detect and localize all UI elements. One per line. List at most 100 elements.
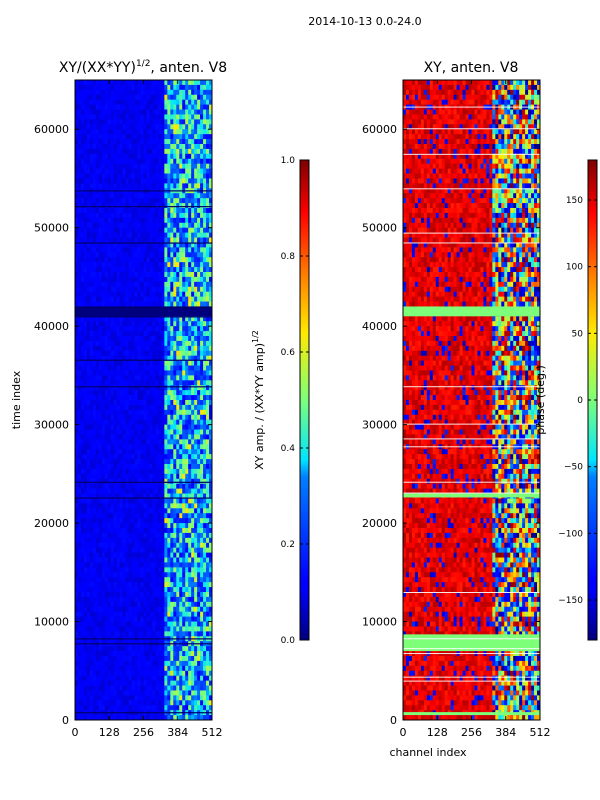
amplitude-cell (155, 247, 159, 253)
amplitude-cell (116, 444, 121, 450)
amplitude-cell (143, 577, 147, 583)
amplitude-cell (173, 596, 177, 603)
amplitude-cell (77, 144, 82, 150)
amplitude-cell (170, 370, 174, 376)
amplitude-cell (188, 562, 192, 568)
amplitude-cell (131, 404, 135, 411)
amplitude-cell (128, 562, 132, 568)
amplitude-cell (128, 203, 132, 209)
amplitude-cell (83, 257, 88, 263)
amplitude-cell (83, 208, 88, 214)
amplitude-cell (101, 444, 106, 450)
amplitude-cell (209, 464, 213, 470)
amplitude-cell (200, 267, 204, 273)
amplitude-cell (179, 532, 183, 539)
amplitude-cell (176, 340, 180, 347)
amplitude-cell (149, 449, 153, 455)
amplitude-cell (86, 316, 91, 322)
amplitude-cell (161, 144, 165, 150)
amplitude-cell (176, 222, 180, 229)
amplitude-cell (152, 173, 156, 179)
amplitude-cell (140, 400, 144, 406)
amplitude-cell (89, 340, 94, 347)
amplitude-cell (161, 380, 165, 386)
amplitude-cell (143, 183, 147, 189)
amplitude-cell (188, 503, 192, 509)
amplitude-cell (179, 429, 183, 435)
amplitude-cell (161, 198, 165, 204)
amplitude-cell (188, 119, 192, 125)
amplitude-cell (107, 183, 112, 189)
amplitude-cell (164, 562, 168, 568)
amplitude-cell (75, 183, 79, 189)
amplitude-cell (161, 542, 165, 549)
amplitude-cell (158, 577, 162, 583)
amplitude-cell (167, 139, 171, 145)
amplitude-cell (119, 360, 124, 366)
amplitude-cell (131, 326, 135, 332)
amplitude-cell (185, 232, 189, 238)
amplitude-cell (125, 168, 130, 174)
amplitude-cell (75, 532, 79, 539)
amplitude-cell (194, 542, 198, 549)
amplitude-cell (203, 183, 207, 189)
amplitude-cell (152, 148, 156, 155)
amplitude-cell (89, 537, 94, 544)
amplitude-cell (125, 483, 130, 490)
amplitude-cell (113, 414, 118, 421)
amplitude-cell (119, 232, 124, 238)
amplitude-cell (182, 345, 186, 352)
amplitude-cell (164, 222, 168, 229)
amplitude-cell (95, 454, 100, 460)
amplitude-cell (182, 567, 186, 573)
amplitude-cell (176, 198, 180, 204)
amplitude-cell (173, 572, 177, 578)
amplitude-cell (98, 139, 103, 145)
amplitude-cell (203, 424, 207, 430)
amplitude-cell (194, 468, 198, 475)
amplitude-cell (101, 562, 106, 568)
amplitude-cell (116, 252, 121, 258)
amplitude-cell (170, 203, 174, 209)
amplitude-cell (116, 498, 121, 504)
amplitude-cell (89, 217, 94, 224)
amplitude-cell (194, 419, 198, 426)
amplitude-cell (179, 562, 183, 568)
amplitude-cell (119, 390, 124, 396)
amplitude-cell (119, 503, 124, 509)
amplitude-cell (92, 340, 97, 347)
amplitude-cell (92, 139, 97, 145)
amplitude-cell (200, 601, 204, 608)
amplitude-cell (197, 439, 201, 445)
amplitude-cell (191, 272, 195, 278)
amplitude-cell (191, 139, 195, 145)
amplitude-cell (158, 380, 162, 386)
amplitude-cell (86, 173, 91, 179)
amplitude-cell (134, 454, 138, 460)
amplitude-cell (203, 459, 207, 465)
amplitude-cell (122, 296, 127, 302)
amplitude-cell (149, 488, 153, 494)
amplitude-cell (125, 89, 130, 96)
amplitude-cell (131, 592, 135, 598)
amplitude-cell (77, 464, 82, 470)
amplitude-cell (209, 562, 213, 568)
amplitude-cell (107, 395, 112, 401)
amplitude-cell (200, 587, 204, 593)
amplitude-cell (161, 523, 165, 529)
amplitude-cell (173, 208, 177, 214)
amplitude-cell (152, 296, 156, 302)
amplitude-cell (194, 217, 198, 224)
amplitude-cell (104, 99, 109, 106)
amplitude-cell (146, 557, 150, 563)
amplitude-cell (137, 424, 141, 430)
amplitude-cell (182, 80, 186, 86)
amplitude-cell (188, 257, 192, 263)
amplitude-cell (161, 232, 165, 238)
amplitude-cell (164, 99, 168, 106)
amplitude-cell (140, 483, 144, 490)
amplitude-cell (170, 459, 174, 465)
amplitude-cell (116, 94, 121, 101)
amplitude-cell (98, 94, 103, 101)
amplitude-cell (164, 109, 168, 115)
